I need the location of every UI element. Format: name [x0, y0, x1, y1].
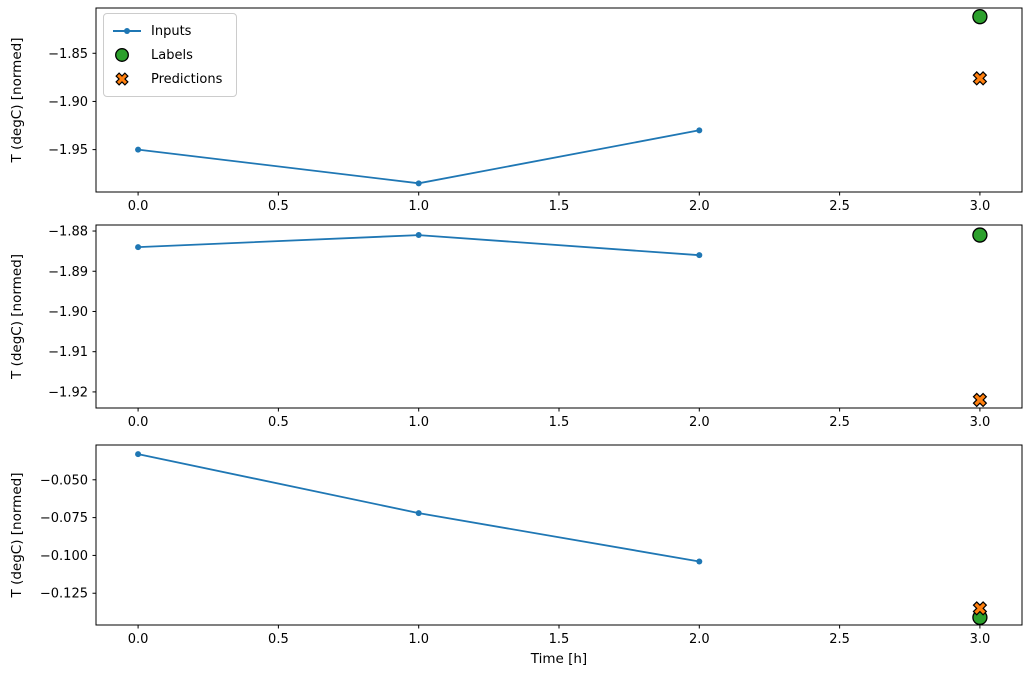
input-point	[135, 146, 142, 153]
x-tick-label: 0.5	[268, 199, 289, 214]
x-axis-label: Time [h]	[530, 651, 587, 667]
x-tick-label: 2.5	[829, 415, 850, 430]
x-tick-label: 0.0	[128, 632, 149, 647]
y-axis-label: T (degC) [normed]	[9, 254, 25, 380]
inputs-line-dot-icon	[113, 28, 141, 34]
subplot-1: 0.0 0.5 1.0 1.5 2.0 2.5 3.0 −1.85 −1.90 −1.95 T (d…	[9, 7, 1023, 214]
legend: Inputs Labels Predictions	[103, 13, 237, 97]
x-tick-label: 2.0	[689, 199, 710, 214]
predictions-x-icon	[115, 72, 129, 86]
prediction-point	[972, 392, 988, 408]
y-tick-label: −1.90	[48, 95, 88, 110]
x-tick-label: 2.5	[829, 632, 850, 647]
x-tick-label: 2.5	[829, 199, 850, 214]
y-tick-label: −0.075	[40, 511, 88, 526]
x-tick-label: 1.0	[408, 632, 429, 647]
inputs-line	[138, 234, 700, 257]
x-tick-label: 1.0	[408, 415, 429, 430]
x-tick-label: 1.5	[549, 632, 570, 647]
y-tick-label: −1.92	[48, 385, 88, 400]
x-tick-label: 0.5	[268, 415, 289, 430]
legend-item-inputs: Inputs	[111, 19, 228, 43]
y-tick-label: −1.85	[48, 47, 88, 62]
x-tick-label: 3.0	[970, 415, 991, 430]
x-tick-label: 3.0	[970, 199, 991, 214]
label-point	[972, 9, 988, 25]
y-tick-label: −1.91	[48, 345, 88, 360]
input-point	[696, 127, 703, 134]
legend-label-inputs: Inputs	[151, 23, 192, 39]
subplot-2: 0.0 0.5 1.0 1.5 2.0 2.5 3.0 −1.88 −1.89 −1.90 −1.9…	[9, 224, 1023, 430]
y-tick-label: −1.88	[48, 225, 88, 240]
input-point	[415, 510, 422, 517]
y-tick-label: −1.89	[48, 265, 88, 280]
y-tick-label: −0.125	[40, 587, 88, 602]
input-point	[696, 252, 703, 259]
legend-item-predictions: Predictions	[111, 67, 228, 91]
y-tick-label: −0.100	[40, 549, 88, 564]
y-axis-label: T (degC) [normed]	[9, 473, 25, 599]
legend-label-predictions: Predictions	[151, 71, 223, 87]
y-tick-label: −0.050	[40, 473, 88, 488]
input-point	[135, 451, 142, 458]
y-tick-label: −1.90	[48, 305, 88, 320]
input-point	[696, 558, 703, 565]
input-point	[415, 232, 422, 239]
input-point	[135, 244, 142, 251]
inputs-line	[137, 129, 700, 185]
subplot-3: 0.0 0.5 1.0 1.5 2.0 2.5 3.0 −0.050 −0.075 −0.100 −…	[9, 444, 1023, 667]
axes-frame	[95, 444, 1023, 626]
input-point	[415, 180, 422, 187]
labels-circle-icon	[115, 48, 129, 62]
prediction-point	[972, 71, 988, 86]
inputs-line	[137, 453, 700, 563]
x-tick-label: 0.0	[128, 199, 149, 214]
x-tick-label: 2.0	[689, 632, 710, 647]
prediction-point	[972, 601, 988, 616]
x-tick-label: 3.0	[970, 632, 991, 647]
y-axis-label: T (degC) [normed]	[9, 38, 25, 164]
x-tick-label: 2.0	[689, 415, 710, 430]
x-tick-label: 0.0	[128, 415, 149, 430]
y-tick-label: −1.95	[48, 143, 88, 158]
legend-label-labels: Labels	[151, 47, 193, 63]
label-point	[972, 227, 988, 243]
legend-item-labels: Labels	[111, 43, 228, 67]
x-tick-label: 1.5	[549, 415, 570, 430]
x-tick-label: 0.5	[268, 632, 289, 647]
x-tick-label: 1.0	[408, 199, 429, 214]
axes-frame	[95, 224, 1023, 409]
x-tick-label: 1.5	[549, 199, 570, 214]
